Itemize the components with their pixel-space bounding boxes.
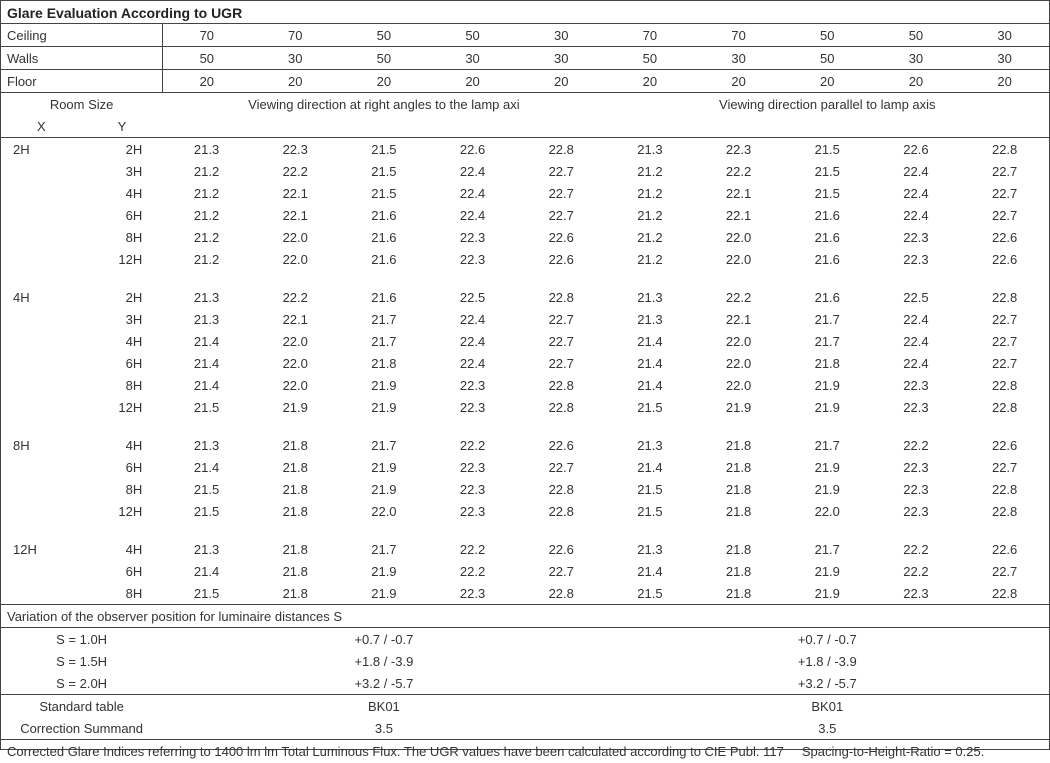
title: Glare Evaluation According to UGR	[1, 1, 1049, 23]
correction-left: 3.5	[162, 717, 605, 739]
s-left-value: +3.2 / -5.7	[162, 672, 605, 695]
s-right-value: +3.2 / -5.7	[606, 672, 1049, 695]
room-x-value: 4H	[1, 286, 82, 308]
room-y-value: 6H	[82, 204, 163, 226]
std-table-left: BK01	[162, 695, 605, 718]
room-y-value: 12H	[82, 396, 163, 418]
s-left-value: +0.7 / -0.7	[162, 628, 605, 651]
floor-label: Floor	[1, 70, 162, 93]
roomsize-label: Room Size	[1, 93, 162, 116]
room-y-value: 2H	[82, 138, 163, 161]
variation-title: Variation of the observer position for l…	[1, 605, 1049, 628]
room-y-value: 6H	[82, 560, 163, 582]
room-y-value: 4H	[82, 434, 163, 456]
s-left-value: +1.8 / -3.9	[162, 650, 605, 672]
view-right-header: Viewing direction parallel to lamp axis	[606, 93, 1049, 116]
x-header: X	[1, 115, 82, 138]
walls-label: Walls	[1, 47, 162, 70]
room-y-value: 6H	[82, 456, 163, 478]
room-y-value: 12H	[82, 500, 163, 522]
room-y-value: 8H	[82, 478, 163, 500]
std-table-right: BK01	[606, 695, 1049, 718]
y-header: Y	[82, 115, 163, 138]
room-y-value: 4H	[82, 330, 163, 352]
room-y-value: 2H	[82, 286, 163, 308]
s-label: S = 1.5H	[1, 650, 162, 672]
room-y-value: 6H	[82, 352, 163, 374]
ceiling-label: Ceiling	[1, 24, 162, 47]
s-label: S = 1.0H	[1, 628, 162, 651]
room-y-value: 4H	[82, 182, 163, 204]
footer-ratio: Spacing-to-Height-Ratio = 0.25.	[802, 744, 984, 759]
footer-main: Corrected Glare Indices referring to 140…	[7, 744, 784, 759]
view-left-header: Viewing direction at right angles to the…	[162, 93, 605, 116]
std-table-label: Standard table	[1, 695, 162, 718]
room-x-value: 2H	[1, 138, 82, 161]
correction-label: Correction Summand	[1, 717, 162, 739]
correction-right: 3.5	[606, 717, 1049, 739]
room-x-value: 8H	[1, 434, 82, 456]
ugr-document: Glare Evaluation According to UGR Ceilin…	[0, 0, 1050, 750]
room-y-value: 12H	[82, 248, 163, 270]
ugr-table: Ceiling70705050307070505030Walls50305030…	[1, 23, 1049, 739]
room-y-value: 4H	[82, 538, 163, 560]
room-y-value: 3H	[82, 160, 163, 182]
footer-text: Corrected Glare Indices referring to 140…	[1, 739, 1049, 763]
s-label: S = 2.0H	[1, 672, 162, 695]
room-y-value: 8H	[82, 582, 163, 605]
s-right-value: +1.8 / -3.9	[606, 650, 1049, 672]
room-x-value: 12H	[1, 538, 82, 560]
s-right-value: +0.7 / -0.7	[606, 628, 1049, 651]
room-y-value: 8H	[82, 374, 163, 396]
room-y-value: 3H	[82, 308, 163, 330]
room-y-value: 8H	[82, 226, 163, 248]
